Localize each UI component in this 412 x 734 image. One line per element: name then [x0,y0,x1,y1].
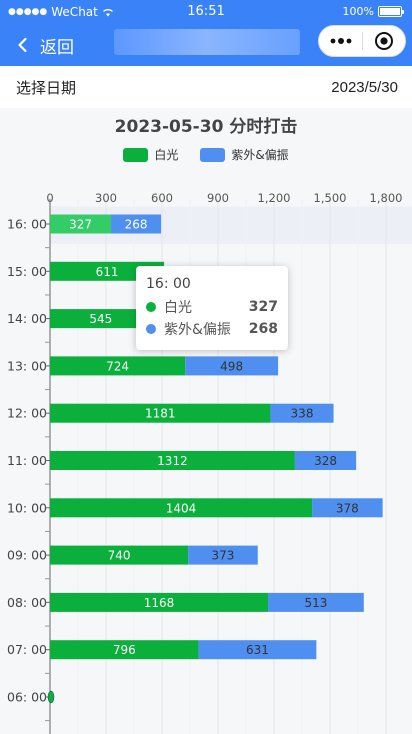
tooltip-series-value: 327 [248,299,278,315]
bar-uv [294,451,357,470]
bar-label-white-light: 327 [69,218,92,232]
bar-label-white-light: 796 [113,643,136,657]
bar-white-light [50,356,186,376]
battery-percent: 100% [342,5,374,18]
more-dots-icon [330,38,351,44]
page-title-blurred [114,29,300,55]
bar-white-light [50,640,199,660]
y-category-label: 07: 00 [7,642,47,657]
bar-label-white-light: 1168 [144,596,175,610]
x-tick-label: 300 [95,191,117,205]
bar-label-uv: 328 [314,454,337,468]
legend-item-white-light[interactable]: 白光 [123,146,178,163]
tooltip-dot-uv [146,324,156,334]
bar-white-light [50,545,189,565]
bar-white-light [50,403,271,423]
carrier-name: WeChat [51,5,98,19]
date-label: 选择日期 [16,79,77,97]
bar-label-uv: 498 [220,359,243,373]
tooltip-series-name: 紫外&偏振 [164,322,231,338]
bar-label-uv: 268 [125,218,148,232]
capsule-divider [362,32,363,50]
bar-label-white-light: 611 [96,265,119,279]
y-category-label: 09: 00 [7,548,47,563]
legend-label-uv: 紫外&偏振 [231,148,289,162]
y-category-label: 10: 00 [7,500,47,515]
nav-bar: 返回 [0,24,412,66]
x-tick-label: 0 [46,191,53,205]
x-tick-label: 1,800 [370,191,403,205]
status-left: ●●●●● WeChat [8,5,114,19]
bar-zero-marker [47,690,55,704]
tooltip-dot-white-light [146,302,156,312]
more-button[interactable] [319,26,362,56]
bar-label-white-light: 1181 [145,407,176,421]
bar-chart[interactable]: 0 300 600 900 1,200 1,500 1,800 16: 00 327 268 15:… [0,108,412,734]
bar-label-white-light: 545 [89,312,112,326]
signal-icon: ●●●●● [8,7,48,17]
y-category-label: 06: 00 [7,690,47,705]
bar-white-light [50,451,295,470]
wifi-icon [102,9,113,17]
chart-area: 2023-05-30 分时打击 白光 紫外&偏振 0 300 600 900 1,200… [0,108,412,734]
status-right: 100% [342,5,404,18]
tooltip-series-value: 268 [248,321,278,337]
legend-swatch-white-light [123,147,149,162]
bar-label-white-light: 740 [108,549,131,563]
bar-uv [312,498,383,518]
date-value: 2023/5/30 [331,78,398,96]
chart-title: 2023-05-30 分时打击 [114,117,298,137]
legend-item-uv[interactable]: 紫外&偏振 [200,146,289,163]
bar-white-light [50,498,313,518]
back-button[interactable]: 返回 [14,30,74,60]
x-tick-label: 1,200 [258,191,291,205]
bar-uv [111,214,162,234]
y-category-label: 08: 00 [7,595,47,610]
bar-white-light [50,309,152,329]
bar-white-light [50,592,269,612]
y-category-label: 14: 00 [7,311,47,326]
bar-uv [268,592,364,612]
y-category-label: 13: 00 [7,358,47,373]
bar-label-uv: 378 [336,501,359,515]
y-category-label: 15: 00 [7,264,47,279]
date-picker-row[interactable]: 选择日期 2023/5/30 [0,66,412,108]
tooltip-row: 紫外&偏振 268 [146,318,278,340]
back-label: 返回 [40,37,74,58]
tooltip-series-name: 白光 [164,300,192,316]
bar-uv [185,356,279,376]
x-tick-label: 900 [207,191,229,205]
bar-white-light [50,214,112,234]
x-tick-label: 600 [151,191,173,205]
battery-icon [378,6,404,17]
chevron-left-icon [18,37,27,53]
tooltip-title: 16: 00 [146,276,191,292]
status-bar: ●●●●● WeChat 16:51 100% [0,0,412,24]
bar-label-uv: 513 [304,596,327,610]
target-close-icon [374,32,393,50]
tooltip-row: 白光 327 [146,296,278,318]
legend-swatch-uv [200,147,226,162]
bar-uv [270,403,334,423]
y-category-label: 12: 00 [7,406,47,421]
bar-uv [188,545,258,565]
close-button[interactable] [363,26,405,56]
bar-label-white-light: 1404 [166,501,197,515]
bar-label-uv: 338 [291,407,314,421]
bar-label-uv: 373 [211,549,234,563]
bar-label-white-light: 1312 [157,454,188,468]
status-time: 16:51 [187,4,225,19]
chart-legend: 白光 紫外&偏振 [0,146,412,163]
bar-uv [198,640,317,660]
y-category-label: 11: 00 [7,453,47,468]
bar-label-white-light: 724 [106,359,129,373]
x-tick-label: 1,500 [314,191,347,205]
chart-tooltip: 16: 00 白光 327 紫外&偏振 268 [136,266,288,350]
y-category-label: 16: 00 [7,217,47,232]
legend-label-white-light: 白光 [154,148,179,162]
bar-label-uv: 631 [246,643,269,657]
bar-white-light [50,261,165,281]
mini-program-capsule [318,25,406,57]
